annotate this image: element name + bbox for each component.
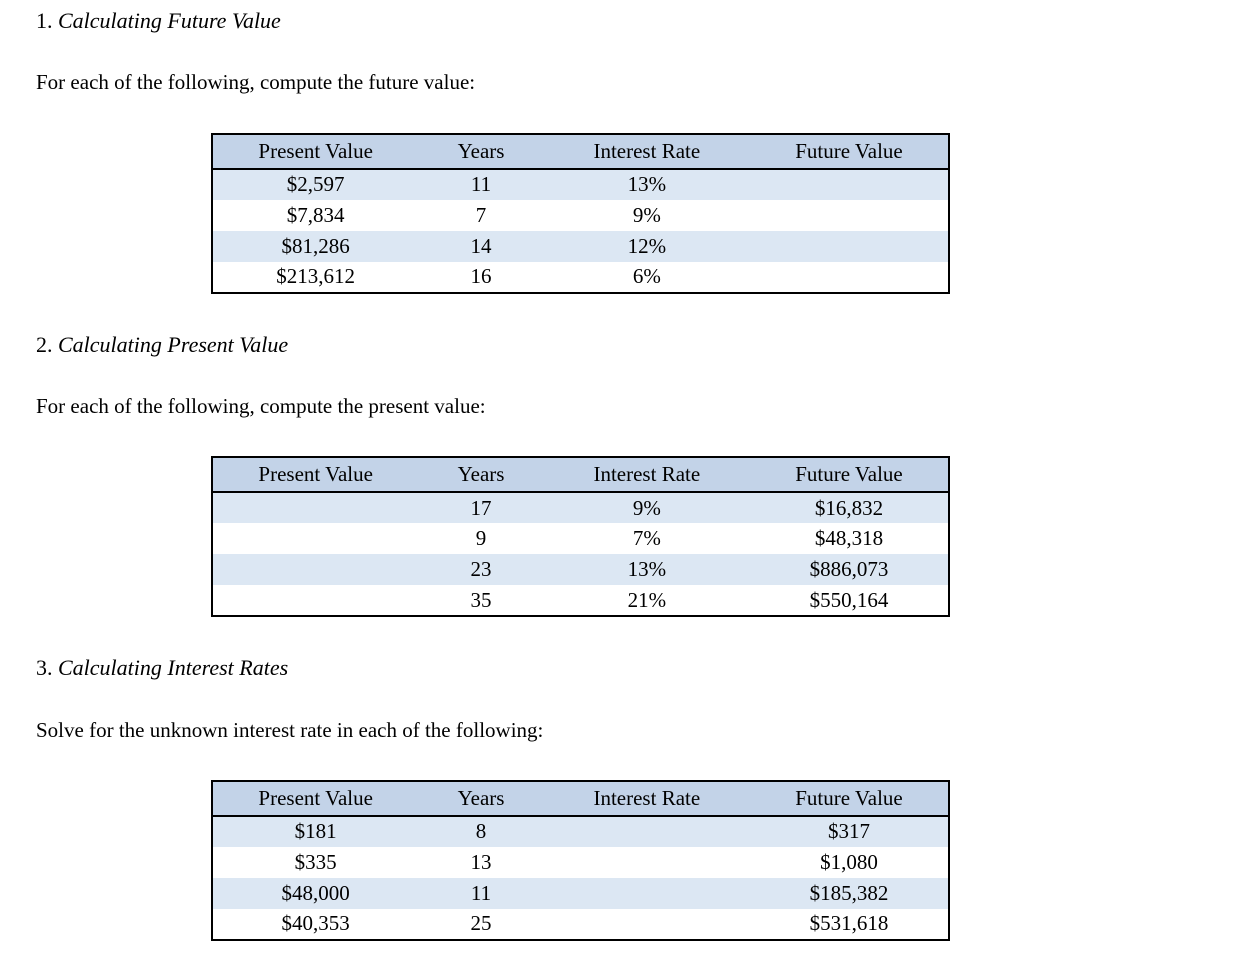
table-row: 23 13% $886,073 — [212, 554, 949, 586]
table-cell — [212, 554, 418, 585]
table-cell — [212, 492, 418, 523]
table-cell: 11 — [470, 172, 492, 197]
column-header: Future Value — [795, 785, 903, 810]
section-number: 1. — [36, 8, 53, 33]
section-title: Calculating Interest Rates — [58, 655, 289, 681]
table-cell: 16 — [470, 264, 492, 289]
table-row: $2,597 11 13% — [212, 168, 949, 200]
section-number: 3. — [36, 655, 53, 681]
table-cell: $16,832 — [814, 495, 884, 520]
table-cell — [212, 585, 418, 616]
table-row: $181 8 $317 — [212, 815, 949, 847]
table-header-row: Present Value Years Interest Rate Future Va… — [212, 133, 949, 169]
column-header: Future Value — [795, 138, 903, 163]
table-cell — [750, 231, 949, 262]
table-cell: $7,834 — [286, 202, 345, 227]
table-cell: $213,612 — [276, 264, 356, 289]
table-cell — [750, 169, 949, 200]
table-cell: $550,164 — [809, 587, 889, 612]
section-heading: 2. Calculating Present Value — [36, 332, 1206, 358]
table-cell: $81,286 — [281, 233, 350, 258]
table-cell: $886,073 — [809, 557, 889, 582]
table-cell: 12% — [627, 233, 667, 258]
section-heading: 1. Calculating Future Value — [36, 8, 1206, 34]
section-interest-rates: 3. Calculating Interest Rates Solve for … — [36, 655, 1206, 941]
column-header: Interest Rate — [593, 138, 701, 163]
table-cell: $181 — [294, 819, 337, 844]
table-row: $81,286 14 12% — [212, 230, 949, 262]
table-header-row: Present Value Years Interest Rate Future Va… — [212, 457, 949, 493]
table-cell: 23 — [470, 557, 492, 582]
column-header: Present Value — [258, 462, 373, 487]
table-cell: 17 — [470, 495, 492, 520]
column-header: Interest Rate — [593, 462, 701, 487]
section-title: Calculating Present Value — [58, 331, 289, 357]
column-header: Years — [457, 138, 505, 163]
section-future-value: 1. Calculating Future Value For each of … — [36, 8, 1206, 294]
table-cell: 7 — [475, 202, 487, 227]
table-row: $7,834 7 9% — [212, 200, 949, 231]
interest-rate-table: Present Value Years Interest Rate Future Va… — [211, 779, 950, 941]
table-cell: $40,353 — [281, 911, 350, 936]
table-cell — [544, 909, 750, 940]
table-cell: 6% — [632, 264, 661, 289]
table-cell: $2,597 — [286, 172, 345, 197]
table-cell — [544, 816, 750, 847]
table-cell: 13% — [627, 557, 667, 582]
table-cell: 11 — [470, 880, 492, 905]
table-cell — [544, 878, 750, 909]
table-cell: 9% — [632, 202, 661, 227]
table-cell: $185,382 — [809, 880, 889, 905]
section-instruction: For each of the following, compute the f… — [36, 70, 476, 95]
table-row: $48,000 11 $185,382 — [212, 877, 949, 909]
table-cell: 14 — [470, 233, 492, 258]
table-cell: $48,318 — [814, 526, 884, 551]
column-header: Interest Rate — [593, 785, 701, 810]
column-header: Present Value — [258, 785, 373, 810]
table-cell: $335 — [294, 849, 337, 874]
present-value-table: Present Value Years Interest Rate Future Va… — [211, 456, 950, 618]
table-cell: 13% — [627, 172, 667, 197]
section-title: Calculating Future Value — [58, 8, 281, 33]
column-header: Present Value — [258, 138, 373, 163]
section-instruction: For each of the following, compute the p… — [36, 393, 486, 418]
table-cell: 7% — [632, 526, 661, 551]
table-header-row: Present Value Years Interest Rate Future Va… — [212, 780, 949, 816]
table-cell — [750, 200, 949, 231]
table-cell — [750, 262, 949, 293]
table-cell: $317 — [828, 819, 870, 844]
section-heading: 3. Calculating Interest Rates — [36, 655, 1206, 681]
table-cell: 8 — [475, 819, 487, 844]
section-instruction: Solve for the unknown interest rate in e… — [36, 717, 544, 742]
section-present-value: 2. Calculating Present Value For each of… — [36, 332, 1206, 618]
table-cell: 21% — [627, 587, 667, 612]
table-row: 35 21% $550,164 — [212, 585, 949, 616]
table-row: $213,612 16 6% — [212, 262, 949, 293]
section-number: 2. — [36, 331, 53, 357]
table-row: 17 9% $16,832 — [212, 492, 949, 524]
table-cell — [544, 847, 750, 878]
table-cell — [212, 523, 418, 554]
table-row: 9 7% $48,318 — [212, 523, 949, 554]
table-row: $40,353 25 $531,618 — [212, 909, 949, 940]
table-cell: $531,618 — [809, 911, 889, 936]
future-value-table: Present Value Years Interest Rate Future Va… — [211, 132, 950, 294]
column-header: Years — [457, 785, 505, 810]
column-header: Future Value — [795, 462, 903, 487]
table-cell: 9% — [632, 495, 661, 520]
table-cell: 13 — [470, 849, 492, 874]
table-cell: 25 — [470, 911, 492, 936]
table-cell: $48,000 — [281, 880, 350, 905]
table-cell: $1,080 — [820, 849, 878, 874]
table-row: $335 13 $1,080 — [212, 847, 949, 878]
table-cell: 35 — [470, 587, 492, 612]
table-cell: 9 — [475, 526, 487, 551]
column-header: Years — [457, 462, 505, 487]
